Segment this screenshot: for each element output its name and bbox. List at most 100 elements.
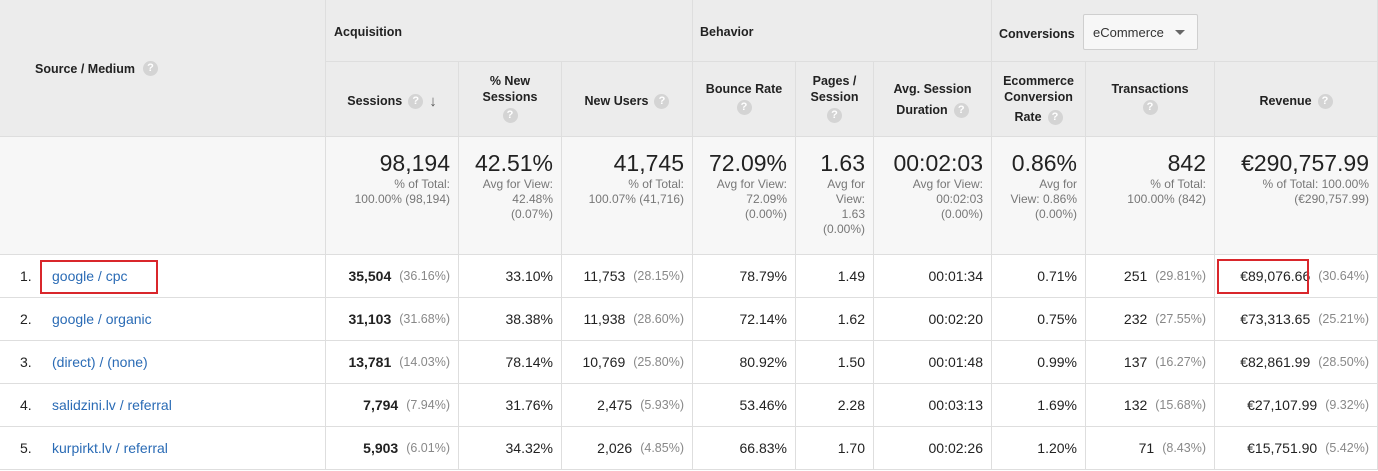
cell-percent: (8.43%): [1162, 441, 1206, 455]
cell-value: 78.14%: [505, 354, 553, 370]
cell-value: 0.75%: [1037, 311, 1077, 327]
col-bounce-rate[interactable]: Bounce Rate ?: [693, 62, 796, 137]
total-pct-new: 42.51% Avg for View: 42.48% (0.07%): [459, 137, 562, 255]
table-cell-ecr: 0.99%: [992, 341, 1086, 384]
help-icon[interactable]: ?: [1142, 100, 1158, 115]
table-cell-revenue: €89,076.66 (30.64%): [1215, 255, 1378, 298]
table-cell-bounce: 78.79%: [693, 255, 796, 298]
source-medium-cell: 1. google / cpc: [0, 255, 326, 298]
source-medium-link[interactable]: (direct) / (none): [52, 354, 148, 370]
cell-value-wrap: €73,313.65 (25.21%): [1240, 298, 1369, 340]
cell-value: 35,504: [348, 268, 392, 284]
help-icon[interactable]: ?: [502, 108, 518, 123]
conversion-type-select[interactable]: eCommerce: [1083, 14, 1198, 50]
cell-value-wrap: 80.92%: [740, 341, 787, 383]
cell-percent: (36.16%): [399, 269, 450, 283]
help-icon[interactable]: ?: [1047, 109, 1063, 125]
cell-value-wrap: 35,504 (36.16%): [348, 255, 450, 297]
total-sub: Avg for View:: [716, 177, 787, 191]
table-cell-transactions: 251 (29.81%): [1086, 255, 1215, 298]
cell-value: 2,026: [597, 440, 633, 456]
total-revenue-value: €290,757.99: [1241, 150, 1369, 176]
row-rank: 4.: [20, 397, 32, 413]
total-sub: % of Total:: [1150, 177, 1206, 191]
cell-percent: (28.50%): [1318, 355, 1369, 369]
col-pages-session[interactable]: Pages / Session ?: [796, 62, 874, 137]
help-icon[interactable]: ?: [143, 61, 159, 76]
col-revenue-label: Revenue: [1259, 94, 1312, 108]
help-icon[interactable]: ?: [953, 102, 969, 118]
total-transactions: 842 % of Total: 100.00% (842): [1086, 137, 1215, 255]
cell-value-wrap: 1.69%: [1037, 384, 1077, 426]
table-cell-sessions: 31,103 (31.68%): [326, 298, 459, 341]
table-cell-pct_new: 78.14%: [459, 341, 562, 384]
col-sessions[interactable]: Sessions ? ↓: [326, 62, 459, 137]
cell-value-wrap: 72.14%: [740, 298, 787, 340]
total-bounce-value: 72.09%: [708, 150, 787, 176]
table-cell-pct_new: 38.38%: [459, 298, 562, 341]
sort-arrow-down-icon[interactable]: ↓: [429, 92, 437, 110]
total-sub: Avg for View:: [912, 177, 983, 191]
table-cell-pages: 1.62: [796, 298, 874, 341]
cell-value-wrap: 71 (8.43%): [1139, 427, 1206, 469]
table-cell-bounce: 53.46%: [693, 384, 796, 427]
cell-percent: (25.80%): [633, 355, 684, 369]
total-sub: (0.00%): [1034, 207, 1077, 221]
total-sub: Avg for: [1039, 177, 1077, 191]
cell-value-wrap: €15,751.90 (5.42%): [1247, 427, 1369, 469]
cell-percent: (9.32%): [1325, 398, 1369, 412]
cell-value: 34.32%: [505, 440, 553, 456]
total-sub: (0.00%): [822, 222, 865, 236]
cell-value: 2,475: [597, 397, 633, 413]
cell-value-wrap: 7,794 (7.94%): [363, 384, 450, 426]
cell-value-wrap: 232 (27.55%): [1124, 298, 1206, 340]
col-revenue[interactable]: Revenue ?: [1215, 62, 1378, 137]
table-cell-duration: 00:01:34: [874, 255, 992, 298]
total-sub: % of Total:: [628, 177, 684, 191]
table-cell-ecr: 0.75%: [992, 298, 1086, 341]
help-icon[interactable]: ?: [408, 93, 424, 109]
table-cell-sessions: 13,781 (14.03%): [326, 341, 459, 384]
total-sub: View: 0.86%: [1010, 192, 1078, 206]
table-cell-bounce: 72.14%: [693, 298, 796, 341]
source-medium-header: Source / Medium ?: [0, 0, 326, 137]
cell-value: €27,107.99: [1247, 397, 1318, 413]
col-pages-label-2: Session: [810, 90, 859, 104]
cell-value: 11,938: [583, 311, 626, 327]
total-sub: % of Total: 100.00%: [1262, 177, 1369, 191]
col-avg-session-duration[interactable]: Avg. Session Duration ?: [874, 62, 992, 137]
source-medium-cell: 5. kurpirkt.lv / referral: [0, 427, 326, 470]
source-medium-link[interactable]: kurpirkt.lv / referral: [52, 440, 168, 456]
col-pages-label-1: Pages /: [812, 74, 857, 88]
cell-value-wrap: 13,781 (14.03%): [348, 341, 450, 383]
total-sub: 00:02:03: [936, 192, 983, 206]
col-ecommerce-conversion-rate[interactable]: Ecommerce Conversion Rate ?: [992, 62, 1086, 137]
help-icon[interactable]: ?: [654, 93, 670, 109]
help-icon[interactable]: ?: [827, 108, 842, 123]
source-medium-link[interactable]: google / cpc: [52, 268, 128, 284]
col-new-users[interactable]: New Users ?: [562, 62, 693, 137]
cell-value-wrap: 0.99%: [1037, 341, 1077, 383]
row-rank: 3.: [20, 354, 32, 370]
col-ecr-label-3: Rate: [1014, 110, 1042, 124]
col-pct-new-sessions[interactable]: % New Sessions ?: [459, 62, 562, 137]
help-icon[interactable]: ?: [736, 100, 752, 115]
cell-value-wrap: 33.10%: [506, 255, 553, 297]
cell-value: 33.10%: [505, 268, 553, 284]
col-sessions-label: Sessions: [347, 94, 403, 108]
row-rank: 1.: [20, 268, 32, 284]
col-transactions[interactable]: Transactions ?: [1086, 62, 1215, 137]
cell-value-wrap: 2,475 (5.93%): [597, 384, 684, 426]
source-medium-link[interactable]: google / organic: [52, 311, 152, 327]
table-cell-duration: 00:02:26: [874, 427, 992, 470]
cell-value: 5,903: [363, 440, 399, 456]
cell-value-wrap: 78.79%: [740, 255, 787, 297]
cell-value: 1.49: [837, 268, 865, 284]
acquisition-label: Acquisition: [334, 25, 403, 39]
behavior-label: Behavior: [700, 25, 754, 39]
help-icon[interactable]: ?: [1317, 93, 1333, 109]
cell-value: 53.46%: [739, 397, 787, 413]
source-medium-link[interactable]: salidzini.lv / referral: [52, 397, 172, 413]
cell-value: 1.62: [837, 311, 865, 327]
highlight-box: [40, 260, 158, 294]
